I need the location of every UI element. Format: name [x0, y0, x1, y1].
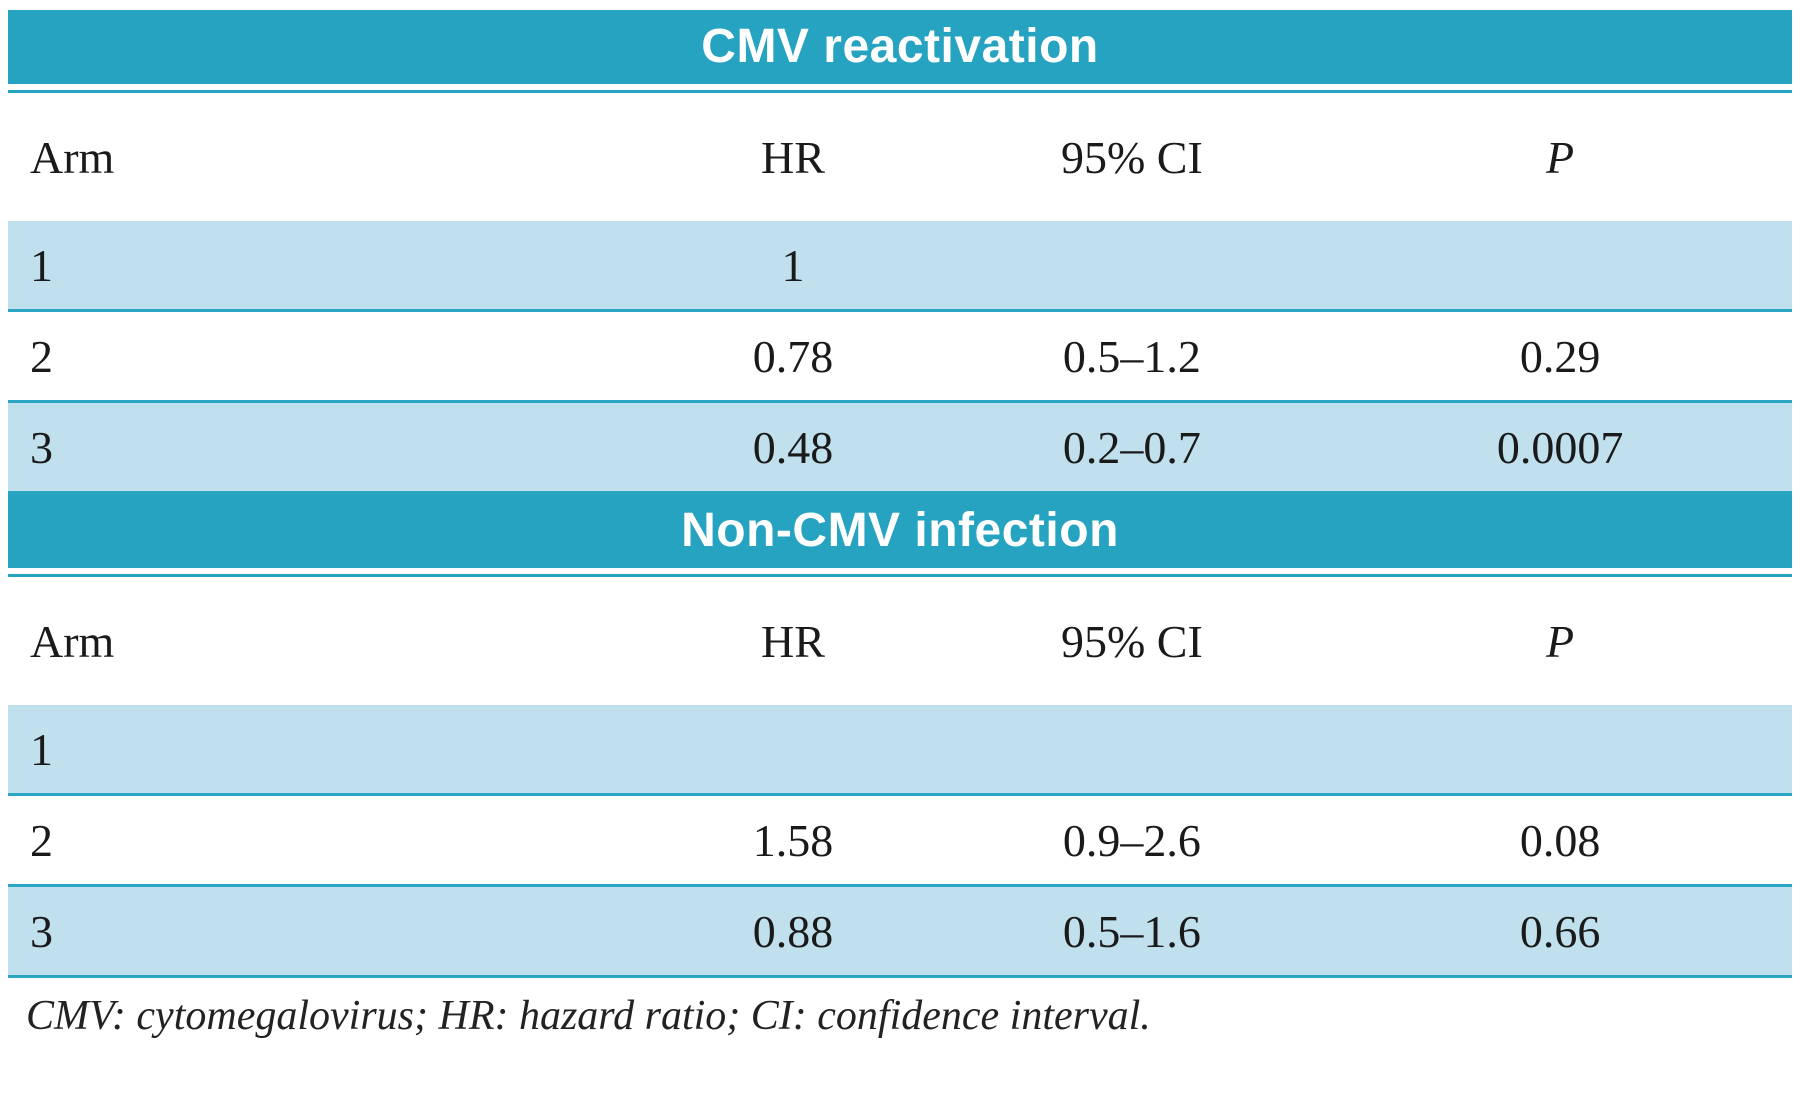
cell-p: 0.08	[1519, 814, 1601, 866]
cell-hr: 0.48	[752, 421, 834, 473]
column-header-p: P	[1546, 131, 1575, 183]
cell-ci: 0.2–0.7	[1062, 421, 1201, 473]
cell-ci	[936, 705, 1328, 795]
cell-ci: 0.5–1.2	[1062, 330, 1201, 382]
cell-arm: 1	[30, 239, 53, 291]
column-header-row: Arm HR 95% CI P	[8, 93, 1792, 221]
table-row: 3 0.88 0.5–1.6 0.66	[8, 885, 1792, 977]
cell-arm: 3	[30, 421, 53, 473]
header-rule	[8, 90, 1792, 93]
cell-ci: 0.9–2.6	[1062, 814, 1201, 866]
column-header-ci: 95% CI	[1060, 131, 1203, 183]
cmv-reactivation-table: Arm HR 95% CI P 1 1 2 0.78 0.5–1.2 0.29 …	[8, 93, 1792, 494]
column-header-arm: Arm	[30, 131, 115, 183]
table-row: 2 1.58 0.9–2.6 0.08	[8, 795, 1792, 886]
table-row: 2 0.78 0.5–1.2 0.29	[8, 311, 1792, 402]
cell-ci	[936, 221, 1328, 311]
cell-hr: 1.58	[752, 814, 834, 866]
table-row: 1	[8, 705, 1792, 795]
cell-p	[1328, 221, 1792, 311]
column-header-row: Arm HR 95% CI P	[8, 577, 1792, 705]
cell-hr	[650, 705, 935, 795]
cell-p: 0.29	[1519, 330, 1601, 382]
cell-hr: 0.78	[752, 330, 834, 382]
cell-arm: 1	[30, 723, 53, 775]
header-rule	[8, 574, 1792, 577]
table-footnote: CMV: cytomegalovirus; HR: hazard ratio; …	[26, 993, 1151, 1039]
section-header-non-cmv-infection: Non-CMV infection	[8, 494, 1792, 568]
column-header-hr: HR	[761, 615, 825, 667]
cell-arm: 2	[30, 814, 53, 866]
non-cmv-infection-table: Arm HR 95% CI P 1 2 1.58 0.9–2.6 0.08 3 …	[8, 577, 1792, 978]
cell-ci: 0.5–1.6	[1062, 905, 1201, 957]
section-header-cmv-reactivation: CMV reactivation	[8, 10, 1792, 84]
cell-hr: 1	[781, 239, 805, 291]
column-header-p: P	[1546, 615, 1575, 667]
cell-arm: 3	[30, 905, 53, 957]
column-header-arm: Arm	[30, 615, 115, 667]
cell-p: 0.66	[1519, 905, 1601, 957]
cell-p: 0.0007	[1496, 421, 1624, 473]
column-header-ci: 95% CI	[1060, 615, 1203, 667]
table-row: 1 1	[8, 221, 1792, 311]
cell-arm: 2	[30, 330, 53, 382]
column-header-hr: HR	[761, 131, 825, 183]
cell-hr: 0.88	[752, 905, 834, 957]
cell-p	[1328, 705, 1792, 795]
table-row: 3 0.48 0.2–0.7 0.0007	[8, 401, 1792, 493]
